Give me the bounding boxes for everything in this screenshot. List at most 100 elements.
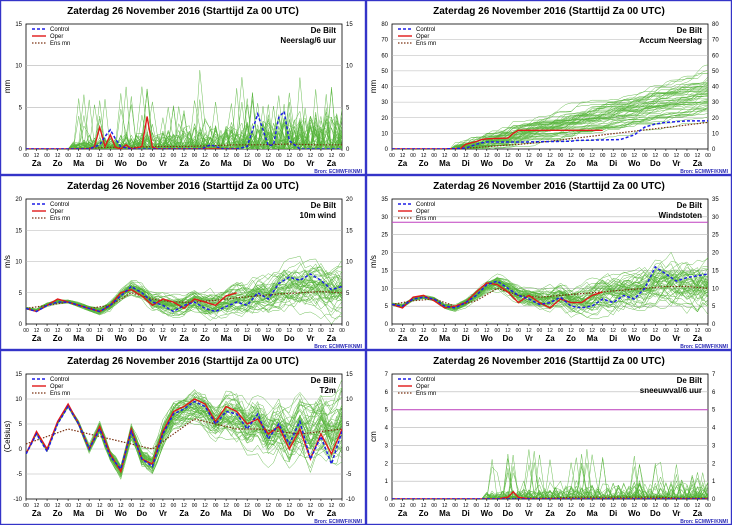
legend-label-control: Control — [50, 377, 69, 383]
y-tick-label: 15 — [381, 268, 388, 274]
day-label: Wo — [115, 334, 127, 343]
day-label: Za — [32, 159, 42, 168]
hour-tick-label: 12 — [181, 153, 187, 159]
y-tick-label: 6 — [385, 390, 389, 396]
hour-tick-label: 00 — [621, 328, 627, 334]
y-tick-label: 15 — [15, 22, 22, 28]
hour-tick-label: 00 — [684, 153, 690, 159]
day-label: Do — [137, 509, 148, 518]
hour-tick-label: 12 — [308, 328, 314, 334]
ensemble-member-line — [26, 96, 342, 149]
day-label: Do — [137, 334, 148, 343]
y-tick-label-right: 35 — [712, 197, 719, 203]
hour-tick-label: 12 — [118, 153, 124, 159]
ensemble-member-line — [392, 449, 708, 499]
hour-tick-label: 12 — [695, 153, 701, 159]
hour-tick-label: 00 — [495, 328, 501, 334]
control-line — [392, 120, 708, 149]
day-label: Za — [545, 334, 555, 343]
y-tick-label-right: 2 — [712, 461, 716, 467]
ensemble-member-line — [392, 463, 708, 499]
day-label: Zo — [419, 334, 429, 343]
hour-tick-label: 00 — [558, 328, 564, 334]
ensemble-member-line — [392, 480, 708, 499]
y-tick-label-right: 10 — [346, 64, 353, 70]
ens-mean-line — [392, 496, 708, 499]
ensemble-member-line — [392, 101, 708, 149]
hour-tick-label: 12 — [568, 328, 574, 334]
hour-tick-label: 00 — [495, 503, 501, 509]
hour-tick-label: 00 — [473, 503, 479, 509]
hour-tick-label: 12 — [202, 503, 208, 509]
hour-tick-label: 12 — [653, 503, 659, 509]
day-label: Do — [137, 159, 148, 168]
legend-label-control: Control — [416, 377, 435, 383]
day-label: Ma — [439, 334, 451, 343]
hour-tick-label: 12 — [400, 328, 406, 334]
day-label: Do — [503, 159, 514, 168]
hour-tick-label: 12 — [55, 503, 61, 509]
hour-tick-label: 00 — [621, 503, 627, 509]
hour-tick-label: 12 — [308, 503, 314, 509]
hour-tick-label: 00 — [600, 503, 606, 509]
hour-tick-label: 00 — [213, 503, 219, 509]
ensemble-member-line — [26, 269, 342, 311]
y-tick-label: -5 — [17, 472, 23, 478]
legend-label-oper: Oper — [50, 384, 63, 390]
y-tick-label-right: 5 — [346, 291, 350, 297]
ensemble-member-line — [392, 90, 708, 149]
hour-tick-label: 00 — [171, 503, 177, 509]
legend-label-oper: Oper — [50, 34, 63, 40]
ensemble-member-line — [392, 482, 708, 499]
day-label: Zo — [53, 334, 63, 343]
ens-mean-line — [392, 121, 708, 149]
day-label: Zo — [419, 159, 429, 168]
ensemble-member-line — [392, 88, 708, 149]
day-label: Zo — [53, 159, 63, 168]
plot-area — [391, 373, 709, 500]
hour-tick-label: 12 — [287, 328, 293, 334]
meteogram-panel: Zaterdag 26 November 2016 (Starttijd Za … — [366, 175, 732, 351]
hour-tick-label: 00 — [537, 503, 543, 509]
hour-tick-label: 12 — [265, 328, 271, 334]
ensemble-member-line — [26, 99, 342, 149]
hour-tick-label: 00 — [452, 328, 458, 334]
day-label: Wo — [262, 334, 274, 343]
hour-tick-label: 12 — [308, 153, 314, 159]
hour-tick-label: 00 — [44, 153, 50, 159]
day-label: Za — [179, 509, 189, 518]
day-label: Do — [503, 509, 514, 518]
y-tick-label: 1 — [385, 479, 389, 485]
y-tick-label: 40 — [381, 85, 388, 91]
hour-tick-label: 12 — [484, 503, 490, 509]
y-tick-label: 60 — [381, 53, 388, 59]
hour-tick-label: 12 — [181, 503, 187, 509]
y-tick-label-right: 0 — [712, 147, 716, 153]
day-label: Di — [462, 509, 470, 518]
meteogram-panel: Zaterdag 26 November 2016 (Starttijd Za … — [366, 350, 732, 526]
legend-label-control: Control — [416, 27, 435, 33]
variable-label: sneeuwval/6 uur — [640, 386, 702, 395]
hour-tick-label: 12 — [610, 328, 616, 334]
control-line — [26, 273, 342, 313]
day-label: Di — [243, 509, 251, 518]
hour-tick-label: 12 — [421, 328, 427, 334]
day-label: Vr — [306, 334, 314, 343]
day-label: Do — [284, 334, 295, 343]
hour-tick-label: 00 — [642, 153, 648, 159]
hour-tick-label: 00 — [431, 503, 437, 509]
hour-tick-label: 12 — [76, 503, 82, 509]
hour-tick-label: 00 — [579, 153, 585, 159]
day-label: Za — [327, 159, 337, 168]
day-label: Wo — [481, 334, 493, 343]
ensemble-member-line — [392, 274, 708, 311]
panel-title: Zaterdag 26 November 2016 (Starttijd Za … — [67, 356, 299, 367]
day-label: Za — [398, 509, 408, 518]
y-tick-label: 30 — [381, 215, 388, 221]
day-label: Zo — [200, 334, 210, 343]
hour-tick-label: 00 — [23, 328, 29, 334]
day-label: Ma — [221, 334, 233, 343]
meteogram-panel: Zaterdag 26 November 2016 (Starttijd Za … — [366, 0, 732, 176]
hour-tick-label: 00 — [579, 328, 585, 334]
y-tick-label-right: 30 — [712, 100, 719, 106]
